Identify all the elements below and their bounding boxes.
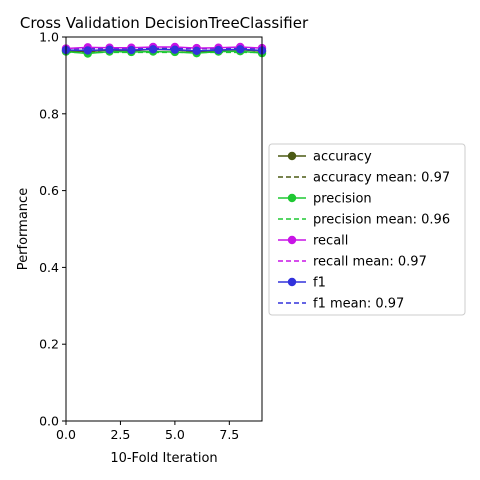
data-point [170,45,180,54]
y-tick-label: 1.0 [39,30,59,45]
legend-label: precision mean: 0.96 [313,213,450,228]
series-line [65,46,263,50]
legend-label: recall [313,234,348,249]
legend-marker-swatch [287,277,297,287]
legend-marker-swatch [287,193,297,203]
series-lines [65,46,263,55]
data-point [192,46,201,56]
y-axis-label: Performance [16,188,31,270]
legend: accuracy accuracy mean: 0.97 precision prec… [268,143,466,316]
data-point [214,45,223,55]
data-point [127,45,136,55]
chart-title: Cross Validation DecisionTreeClassifier [20,14,309,32]
x-tick-label: 7.5 [219,427,239,442]
data-point [83,46,92,55]
legend-label: f1 mean: 0.97 [313,297,404,312]
plot-frame [65,36,263,422]
y-tick-label: 0.0 [39,414,59,429]
legend-label: recall mean: 0.97 [313,255,427,270]
y-axis: 0.0 0.2 0.4 0.6 0.8 1.0 [39,30,66,429]
legend-label: accuracy [313,150,372,165]
data-point [148,45,158,54]
plot-area [61,36,267,422]
legend-label: f1 [313,276,326,291]
x-axis-label: 10-Fold Iteration [110,451,217,466]
x-tick-label: 0.0 [56,427,76,442]
legend-label: precision [313,192,372,207]
data-point [105,45,114,54]
series-points [61,42,267,58]
legend-entries: accuracy accuracy mean: 0.97 precision prec… [278,150,450,312]
x-tick-label: 2.5 [110,427,130,442]
y-tick-label: 0.6 [39,183,59,198]
x-tick-label: 5.0 [165,427,185,442]
y-tick-label: 0.2 [39,337,59,352]
y-tick-label: 0.4 [39,260,59,275]
y-tick-label: 0.8 [39,106,59,121]
series-line [65,50,263,55]
legend-marker-swatch [287,151,297,161]
legend-marker-swatch [287,235,297,245]
plot-background [66,37,262,421]
x-axis: 0.0 2.5 5.0 7.5 [56,421,239,442]
data-point [236,45,245,54]
legend-box [268,143,466,316]
series-line [65,48,263,52]
legend-label: accuracy mean: 0.97 [313,171,450,186]
